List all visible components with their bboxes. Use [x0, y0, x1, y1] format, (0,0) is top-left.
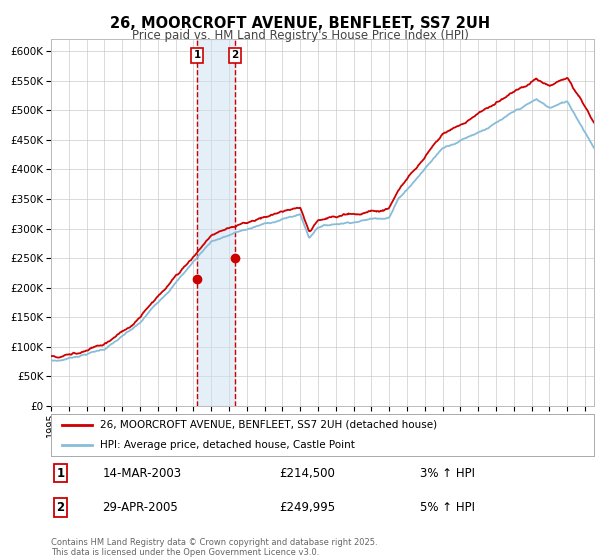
- Text: 14-MAR-2003: 14-MAR-2003: [103, 467, 182, 480]
- Text: 2: 2: [231, 50, 239, 60]
- Text: 3% ↑ HPI: 3% ↑ HPI: [420, 467, 475, 480]
- Text: £214,500: £214,500: [279, 467, 335, 480]
- Text: Price paid vs. HM Land Registry's House Price Index (HPI): Price paid vs. HM Land Registry's House …: [131, 29, 469, 42]
- Text: Contains HM Land Registry data © Crown copyright and database right 2025.
This d: Contains HM Land Registry data © Crown c…: [51, 538, 377, 557]
- Bar: [197, 39, 235, 406]
- Text: HPI: Average price, detached house, Castle Point: HPI: Average price, detached house, Cast…: [100, 440, 355, 450]
- Text: 26, MOORCROFT AVENUE, BENFLEET, SS7 2UH (detached house): 26, MOORCROFT AVENUE, BENFLEET, SS7 2UH …: [100, 420, 437, 430]
- Text: 2: 2: [56, 501, 65, 514]
- Text: 5% ↑ HPI: 5% ↑ HPI: [420, 501, 475, 514]
- Text: £249,995: £249,995: [279, 501, 335, 514]
- Text: 1: 1: [193, 50, 200, 60]
- Text: 26, MOORCROFT AVENUE, BENFLEET, SS7 2UH: 26, MOORCROFT AVENUE, BENFLEET, SS7 2UH: [110, 16, 490, 31]
- Text: 1: 1: [56, 467, 65, 480]
- Text: 29-APR-2005: 29-APR-2005: [103, 501, 178, 514]
